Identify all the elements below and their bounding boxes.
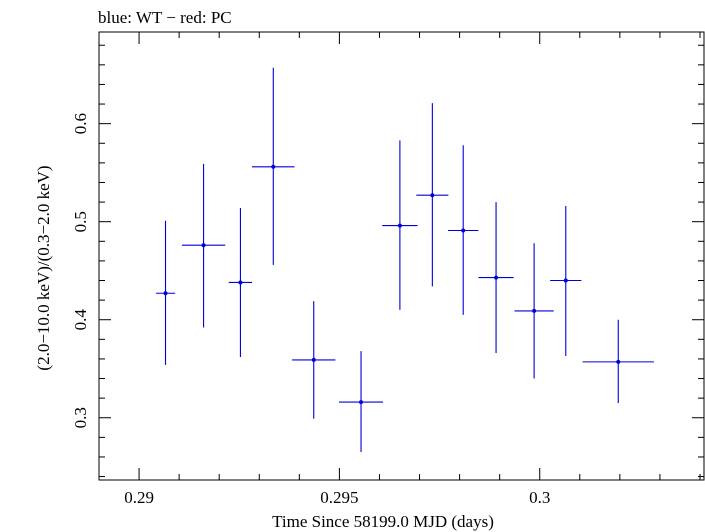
plot-frame [98,31,705,481]
y-tick-label: 0.4 [71,309,90,331]
point-marker [397,223,402,228]
data-point [514,243,554,379]
point-marker [238,280,243,285]
x-tick-label: 0.3 [529,488,550,507]
point-marker [359,400,364,405]
point-marker [461,228,466,233]
x-tick-label: 0.29 [124,488,154,507]
point-marker [163,291,168,296]
data-point [447,145,479,315]
data-point [338,351,384,453]
point-marker [430,193,435,198]
y-tick-label: 0.6 [71,113,90,134]
data-point [416,103,449,287]
chart-title: blue: WT − red: PC [98,8,232,27]
point-marker [532,308,537,313]
y-axis-label: (2.0−10.0 keV)/(0.3−2.0 keV) [34,165,53,370]
x-tick-label: 0.295 [320,488,358,507]
data-point [478,202,514,354]
data-point [181,163,226,328]
data-point [292,301,336,419]
point-marker [494,275,499,280]
point-marker [201,243,206,248]
y-tick-label: 0.3 [71,407,90,428]
data-series-0 [155,67,654,453]
data-point [550,206,582,356]
axis-ticks [98,32,704,480]
data-point [228,207,253,357]
point-marker [563,278,568,283]
data-point [582,319,654,404]
data-point [155,220,176,365]
point-marker [271,164,276,169]
x-axis-label: Time Since 58199.0 MJD (days) [272,512,494,531]
data-point [382,140,418,310]
data-point [252,67,295,265]
axis-tick-labels: 0.29 0.295 0.3 0.3 0.4 0.5 0.6 [71,113,550,507]
point-marker [311,357,316,362]
point-marker [616,359,621,364]
y-tick-label: 0.5 [71,211,90,232]
